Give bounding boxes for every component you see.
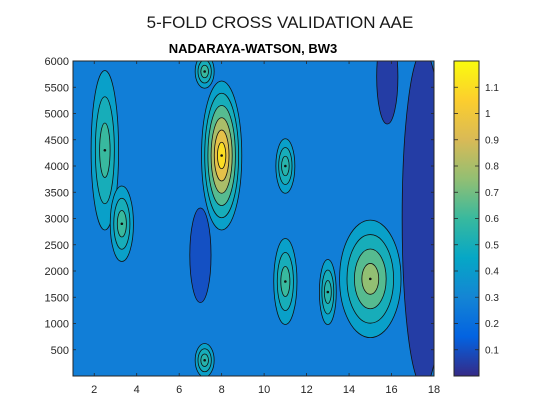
- x-tick-label: 2: [91, 384, 97, 396]
- colorbar-tick-label: 1.1: [485, 83, 499, 94]
- y-tick-label: 6000: [45, 56, 69, 68]
- low-region-0: [401, 61, 434, 376]
- x-tick-label: 4: [134, 384, 140, 396]
- x-axis: 2 4 6 8 10 12 14 16 18: [91, 61, 440, 396]
- x-tick-label: 16: [385, 384, 397, 396]
- colorbar-tick-label: 0.1: [485, 345, 499, 356]
- x-tick-label: 12: [300, 384, 312, 396]
- y-tick-label: 500: [51, 345, 69, 357]
- y-tick-label: 1500: [45, 292, 69, 304]
- low-region-2: [189, 207, 212, 303]
- y-tick-label: 5000: [45, 109, 69, 121]
- colorbar-tick-label: 0.6: [485, 214, 499, 225]
- y-tick-label: 3500: [45, 187, 69, 199]
- figure-title: 5-FOLD CROSS VALIDATION AAE: [147, 13, 414, 32]
- x-tick-label: 14: [343, 384, 355, 396]
- colorbar-tick-label: 0.7: [485, 188, 499, 199]
- peak-5-marker: [284, 164, 287, 168]
- y-tick-label: 1000: [45, 319, 69, 331]
- y-tick-label: 5500: [45, 82, 69, 94]
- peak-1-marker: [368, 277, 372, 281]
- y-tick-label: 4000: [45, 161, 69, 173]
- colorbar-axis: 0.1 0.2 0.3 0.4 0.5 0.6 0.7 0.8 0.9 1 1.1: [454, 83, 499, 356]
- y-tick-label: 4500: [45, 135, 69, 147]
- peak-4-marker: [284, 280, 287, 283]
- y-tick-label: 2000: [45, 266, 69, 278]
- peak-3-marker: [120, 222, 124, 226]
- y-axis: 500 1000 1500 2000 2500 3000 3500 4000 4500 5000 5…: [45, 56, 434, 357]
- colorbar-tick-label: 0.2: [485, 319, 499, 330]
- colorbar-tick-label: 1: [485, 109, 491, 120]
- colorbar-tick-label: 0.8: [485, 162, 499, 173]
- chart-title: NADARAYA-WATSON, BW3: [169, 41, 338, 56]
- y-tick-label: 3000: [45, 214, 69, 226]
- x-tick-label: 10: [258, 384, 270, 396]
- x-tick-label: 6: [176, 384, 182, 396]
- y-tick-label: 2500: [45, 240, 69, 252]
- colorbar-tick-label: 0.9: [485, 135, 499, 146]
- contour-plot: [73, 61, 434, 376]
- x-tick-label: 18: [428, 384, 440, 396]
- peak-7-marker: [203, 70, 206, 73]
- peak-2-marker: [103, 148, 107, 152]
- colorbar-tick-label: 0.4: [485, 267, 499, 278]
- colorbar-tick-label: 0.5: [485, 240, 499, 251]
- colorbar-tick-label: 0.3: [485, 293, 499, 304]
- peak-0-marker: [220, 154, 223, 157]
- low-region-1: [376, 61, 399, 125]
- peak-6-marker: [326, 290, 330, 294]
- colorbar: [453, 60, 480, 377]
- peak-8-marker: [203, 358, 206, 362]
- x-tick-label: 8: [219, 384, 225, 396]
